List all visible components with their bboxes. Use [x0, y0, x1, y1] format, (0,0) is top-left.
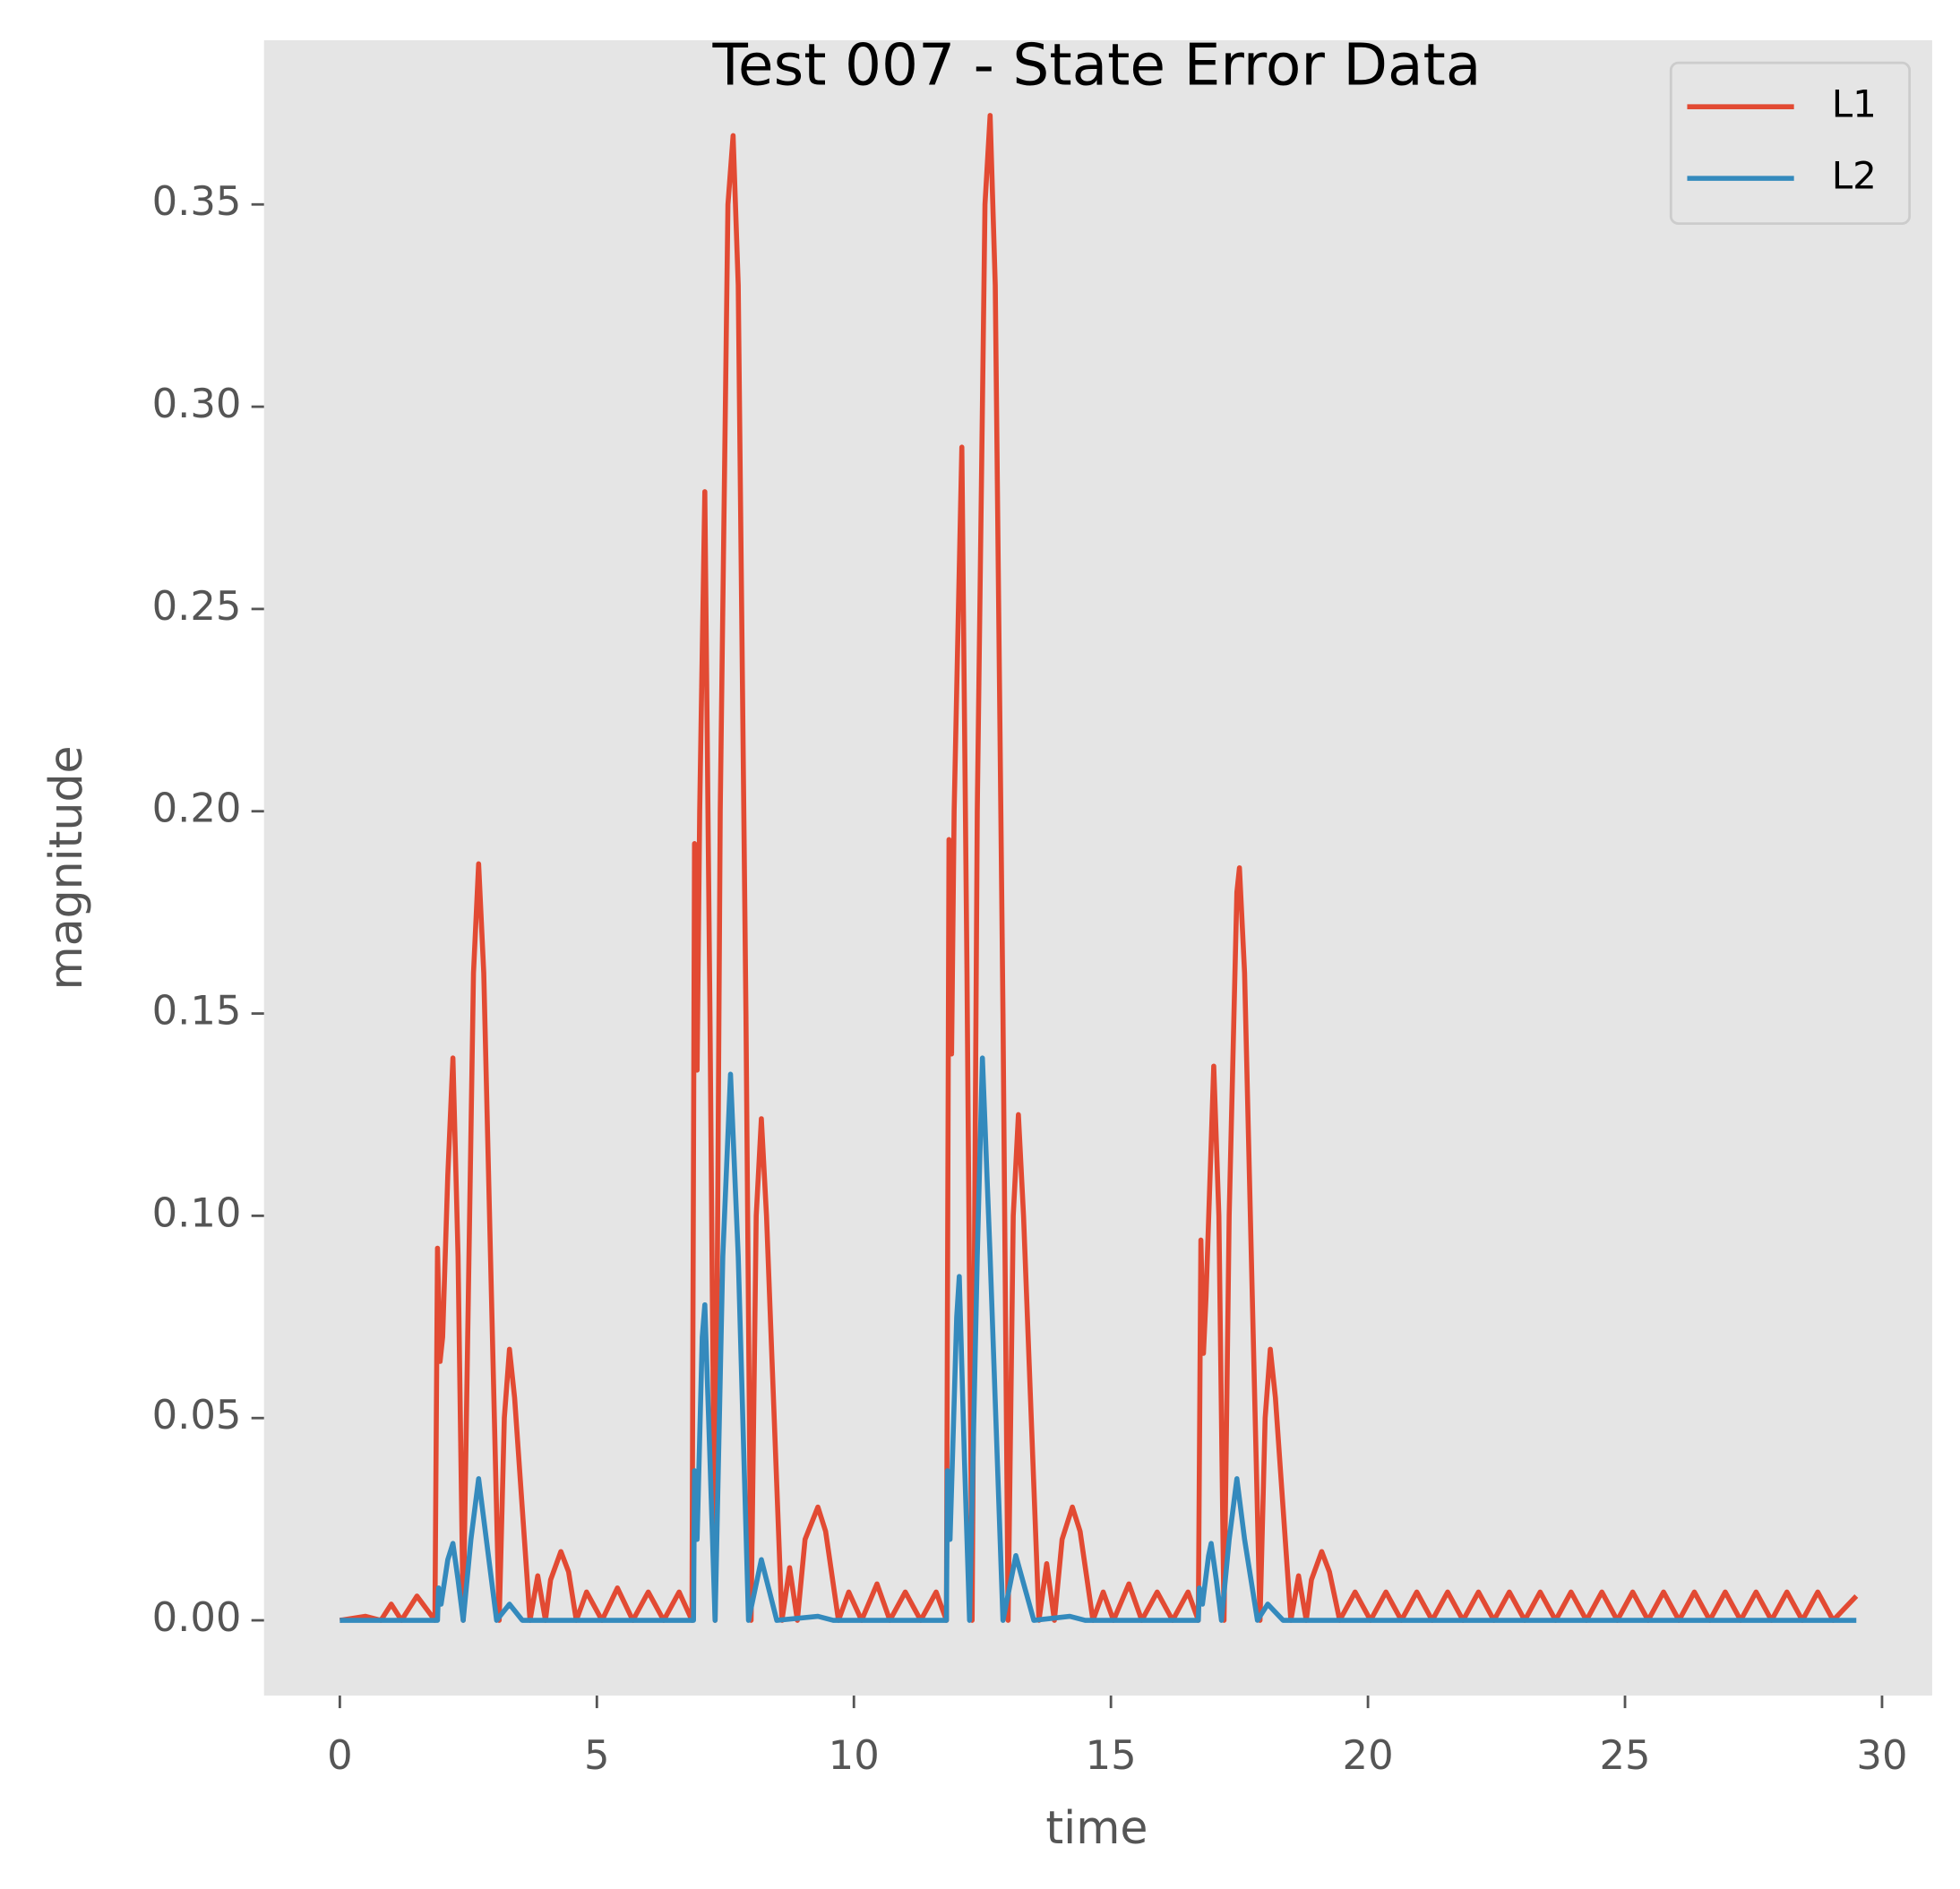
y-axis-label: magnitude — [39, 745, 92, 990]
y-tick-label: 0.10 — [152, 1189, 242, 1236]
line-series — [339, 113, 1859, 1623]
plot-area — [263, 39, 1932, 1696]
x-tick-label: 10 — [829, 1731, 880, 1779]
y-tick-label: 0.30 — [152, 380, 242, 427]
x-tick-label: 5 — [584, 1731, 610, 1779]
y-tick-label: 0.15 — [152, 987, 242, 1035]
x-tick-label: 20 — [1343, 1731, 1394, 1779]
legend-label: L2 — [1832, 154, 1877, 198]
legend-label: L1 — [1832, 82, 1877, 126]
y-tick-label: 0.20 — [152, 785, 242, 832]
line-series — [340, 1055, 1857, 1623]
y-tick-label: 0.25 — [152, 582, 242, 630]
y-tick-label: 0.05 — [152, 1391, 242, 1438]
legend-box — [1669, 61, 1912, 226]
x-tick-label: 30 — [1856, 1731, 1907, 1779]
y-tick-label: 0.35 — [152, 177, 242, 225]
x-tick-label: 15 — [1086, 1731, 1137, 1779]
chart-title: Test 007 - State Error Data — [711, 32, 1481, 99]
x-tick-label: 25 — [1599, 1731, 1650, 1779]
y-tick-label: 0.00 — [152, 1593, 242, 1641]
x-tick-label: 0 — [327, 1731, 353, 1779]
x-axis-label: time — [1045, 1801, 1148, 1854]
